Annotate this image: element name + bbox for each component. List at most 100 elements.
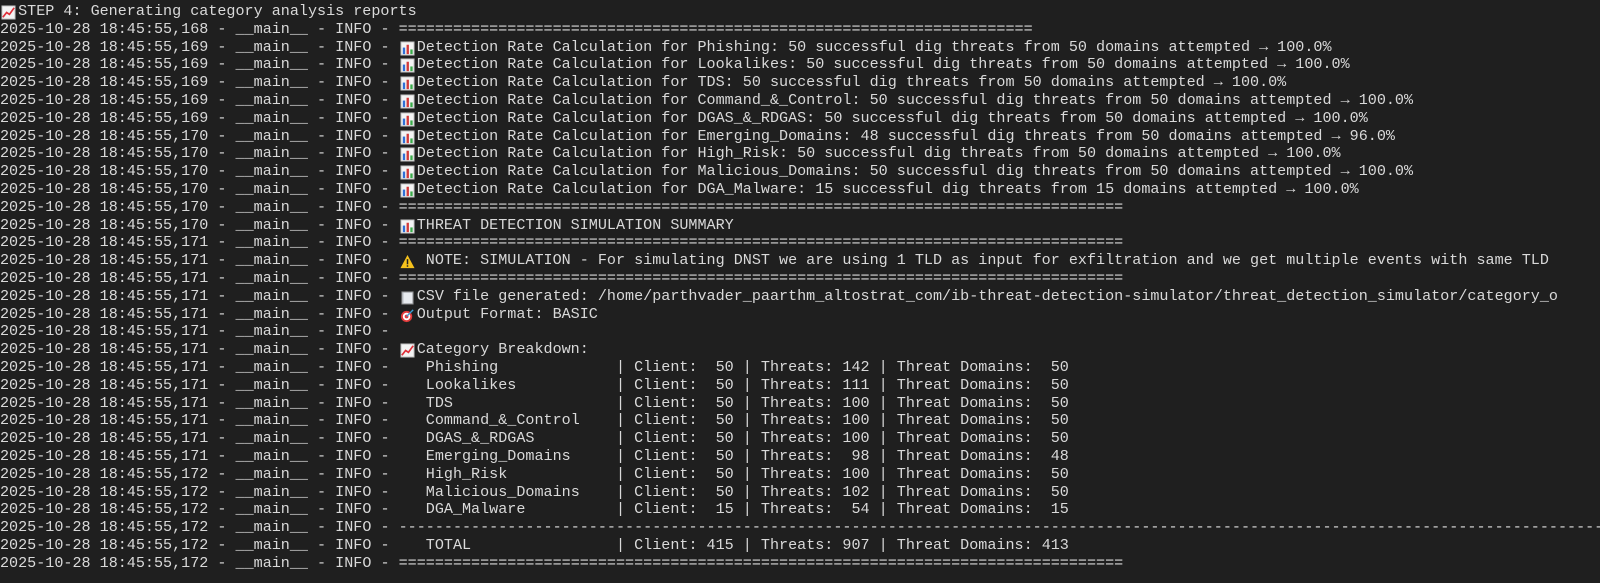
log-message: ========================================…	[398, 269, 1124, 287]
chart-increasing-icon	[0, 3, 18, 21]
log-line: 2025-10-28 18:45:55,170 - __main__ - INF…	[0, 216, 734, 234]
log-timestamp: 2025-10-28 18:45:55,172	[0, 554, 209, 572]
log-logger: __main__	[235, 252, 308, 270]
log-timestamp: 2025-10-28 18:45:55,171	[0, 234, 209, 252]
log-line: 2025-10-28 18:45:55,171 - __main__ - INF…	[0, 287, 1558, 306]
log-level: INFO	[335, 180, 372, 198]
log-timestamp: 2025-10-28 18:45:55,172	[0, 465, 209, 483]
log-logger: __main__	[235, 341, 308, 359]
log-timestamp: 2025-10-28 18:45:55,171	[0, 412, 209, 430]
log-timestamp: 2025-10-28 18:45:55,172	[0, 501, 209, 519]
log-line: 2025-10-28 18:45:55,170 - __main__ - INF…	[0, 127, 1395, 146]
log-level: INFO	[335, 394, 372, 412]
log-message: ========================================…	[398, 198, 1124, 216]
log-line: 2025-10-28 18:45:55,171 - __main__ - INF…	[0, 430, 1069, 448]
log-level: INFO	[335, 20, 372, 38]
log-timestamp: 2025-10-28 18:45:55,171	[0, 252, 209, 270]
bar-chart-icon	[399, 56, 417, 74]
log-message: NOTE: SIMULATION - For simulating DNST w…	[416, 252, 1549, 270]
log-timestamp: 2025-10-28 18:45:55,168	[0, 20, 209, 38]
log-line: 2025-10-28 18:45:55,170 - __main__ - INF…	[0, 198, 1124, 216]
log-level: INFO	[335, 483, 372, 501]
log-logger: __main__	[235, 394, 308, 412]
bar-chart-icon	[399, 181, 417, 199]
log-timestamp: 2025-10-28 18:45:55,172	[0, 483, 209, 501]
log-level: INFO	[335, 216, 372, 234]
log-level: INFO	[335, 323, 372, 341]
log-logger: __main__	[235, 91, 308, 109]
bar-chart-icon	[399, 163, 417, 181]
log-timestamp: 2025-10-28 18:45:55,171	[0, 287, 209, 305]
log-logger: __main__	[235, 38, 308, 56]
log-line: 2025-10-28 18:45:55,171 - __main__ - INF…	[0, 341, 589, 359]
log-line: 2025-10-28 18:45:55,172 - __main__ - INF…	[0, 536, 1069, 554]
log-logger: __main__	[235, 109, 308, 127]
log-message: ========================================…	[398, 20, 1033, 38]
log-level: INFO	[335, 519, 372, 537]
log-message: ========================================…	[398, 234, 1124, 252]
log-logger: __main__	[235, 234, 308, 252]
log-level: INFO	[335, 234, 372, 252]
bar-chart-icon	[399, 39, 417, 57]
log-message: Detection Rate Calculation for Command_&…	[416, 91, 1414, 109]
log-line: 2025-10-28 18:45:55,171 - __main__ - INF…	[0, 376, 1069, 394]
log-logger: __main__	[235, 20, 308, 38]
log-logger: __main__	[235, 465, 308, 483]
log-message: Detection Rate Calculation for Lookalike…	[416, 56, 1350, 74]
log-level: INFO	[335, 145, 372, 163]
log-timestamp: 2025-10-28 18:45:55,169	[0, 38, 209, 56]
log-message: Command_&_Control | Client: 50 | Threats…	[398, 412, 1069, 430]
log-timestamp: 2025-10-28 18:45:55,169	[0, 109, 209, 127]
log-message: Detection Rate Calculation for Malicious…	[416, 163, 1414, 181]
log-level: INFO	[335, 447, 372, 465]
log-logger: __main__	[235, 198, 308, 216]
log-message: DGAS_&_RDGAS | Client: 50 | Threats: 100…	[398, 430, 1069, 448]
log-line: 2025-10-28 18:45:55,169 - __main__ - INF…	[0, 56, 1350, 74]
log-level: INFO	[335, 38, 372, 56]
log-line: 2025-10-28 18:45:55,172 - __main__ - INF…	[0, 519, 1600, 537]
log-level: INFO	[335, 536, 372, 554]
log-logger: __main__	[235, 145, 308, 163]
log-message: TDS | Client: 50 | Threats: 100 | Threat…	[398, 394, 1069, 412]
log-level: INFO	[335, 56, 372, 74]
log-timestamp: 2025-10-28 18:45:55,171	[0, 341, 209, 359]
log-timestamp: 2025-10-28 18:45:55,170	[0, 180, 209, 198]
log-line: 2025-10-28 18:45:55,171 - __main__ - INF…	[0, 323, 399, 341]
log-line: 2025-10-28 18:45:55,171 - __main__ - INF…	[0, 394, 1069, 412]
log-message: Category Breakdown:	[416, 341, 589, 359]
log-line: 2025-10-28 18:45:55,170 - __main__ - INF…	[0, 145, 1341, 163]
log-logger: __main__	[235, 74, 308, 92]
log-line: 2025-10-28 18:45:55,168 - __main__ - INF…	[0, 20, 1033, 38]
bar-chart-icon	[399, 128, 417, 146]
log-timestamp: 2025-10-28 18:45:55,171	[0, 305, 209, 323]
log-message: Emerging_Domains | Client: 50 | Threats:…	[398, 447, 1069, 465]
log-line: 2025-10-28 18:45:55,172 - __main__ - INF…	[0, 483, 1069, 501]
log-line: 2025-10-28 18:45:55,171 - __main__ - INF…	[0, 252, 1549, 270]
log-level: INFO	[335, 358, 372, 376]
log-logger: __main__	[235, 501, 308, 519]
log-line: 2025-10-28 18:45:55,169 - __main__ - INF…	[0, 38, 1332, 57]
log-level: INFO	[335, 91, 372, 109]
log-line: 2025-10-28 18:45:55,172 - __main__ - INF…	[0, 501, 1069, 519]
log-level: INFO	[335, 198, 372, 216]
log-timestamp: 2025-10-28 18:45:55,171	[0, 447, 209, 465]
folder-icon	[399, 288, 417, 306]
log-message: Detection Rate Calculation for DGAS_&_RD…	[416, 109, 1368, 127]
log-timestamp: 2025-10-28 18:45:55,169	[0, 56, 209, 74]
log-message: Malicious_Domains | Client: 50 | Threats…	[398, 483, 1069, 501]
log-logger: __main__	[235, 554, 308, 572]
log-level: INFO	[335, 430, 372, 448]
log-line: 2025-10-28 18:45:55,171 - __main__ - INF…	[0, 305, 598, 323]
log-line: 2025-10-28 18:45:55,170 - __main__ - INF…	[0, 180, 1359, 199]
log-timestamp: 2025-10-28 18:45:55,169	[0, 91, 209, 109]
log-logger: __main__	[235, 430, 308, 448]
log-message: Phishing | Client: 50 | Threats: 142 | T…	[398, 358, 1069, 376]
log-logger: __main__	[235, 483, 308, 501]
log-message: Detection Rate Calculation for TDS: 50 s…	[416, 74, 1287, 92]
log-level: INFO	[335, 109, 372, 127]
log-level: INFO	[335, 269, 372, 287]
log-message: STEP 4: Generating category analysis rep…	[18, 3, 417, 20]
log-message: ========================================…	[398, 554, 1124, 572]
log-level: INFO	[335, 74, 372, 92]
log-message: Detection Rate Calculation for Emerging_…	[416, 127, 1395, 145]
